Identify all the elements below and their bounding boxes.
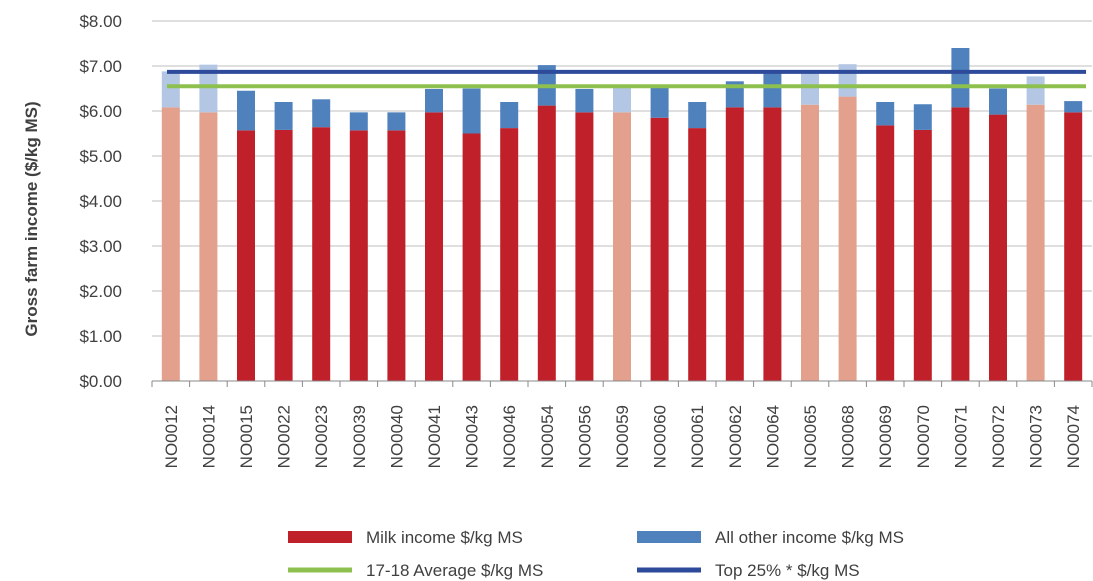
bar-other-income <box>1064 101 1083 113</box>
category-label: NO0061 <box>688 405 707 468</box>
y-tick-label: $5.00 <box>79 147 122 166</box>
category-label: NO0062 <box>726 405 745 468</box>
bar-other-income <box>688 102 707 129</box>
category-label: NO0056 <box>575 405 594 468</box>
bar-other-income <box>989 88 1007 115</box>
category-label: NO0064 <box>763 405 782 468</box>
bar-milk-income <box>161 107 180 382</box>
category-label: NO0072 <box>989 405 1008 468</box>
legend: Milk income $/kg MS All other income $/kg… <box>288 528 904 580</box>
y-tick-label: $6.00 <box>79 102 122 121</box>
bar-other-income <box>575 88 594 113</box>
bar-milk-income <box>425 112 443 381</box>
bar-milk-income <box>274 129 293 381</box>
y-tick-labels: $0.00 $1.00 $2.00 $3.00 $4.00 $5.00 $6.00 $7.00… <box>79 12 122 391</box>
category-label: NO0071 <box>951 405 970 468</box>
category-label: NO0074 <box>1064 405 1083 468</box>
category-label: NO0043 <box>463 405 482 468</box>
y-tick-label: $4.00 <box>79 192 122 211</box>
legend-label: Top 25% * $/kg MS <box>715 561 860 580</box>
bar-milk-income <box>575 112 594 381</box>
category-label: NO0073 <box>1027 405 1046 468</box>
bar-milk-income <box>312 127 331 381</box>
category-label: NO0059 <box>613 405 632 468</box>
bar-milk-income <box>537 105 556 381</box>
bar-milk-income <box>801 104 819 381</box>
bar-other-income <box>312 99 331 128</box>
legend-swatch <box>637 531 701 543</box>
y-tick-label: $1.00 <box>79 327 122 346</box>
bar-milk-income <box>387 130 406 381</box>
category-label: NO0046 <box>500 405 519 468</box>
category-label: NO0015 <box>237 405 256 468</box>
bar-other-income <box>237 90 255 131</box>
bar-other-income <box>161 71 180 108</box>
bar-milk-income <box>1064 112 1083 381</box>
bar-other-income <box>876 102 895 126</box>
category-label: NO0068 <box>839 405 858 468</box>
bar-milk-income <box>199 112 218 381</box>
x-axis <box>151 380 1093 387</box>
bar-milk-income <box>951 107 970 382</box>
category-label: NO0069 <box>876 405 895 468</box>
bar-milk-income <box>500 128 519 381</box>
bar-milk-income <box>913 129 932 381</box>
bar-other-income <box>500 102 519 129</box>
category-label: NO0060 <box>651 405 670 468</box>
bar-other-income <box>387 112 406 131</box>
legend-label: 17-18 Average $/kg MS <box>366 561 543 580</box>
category-label: NO0012 <box>162 405 181 468</box>
bar-milk-income <box>613 112 631 381</box>
category-label: NO0014 <box>199 405 218 468</box>
bar-other-income <box>838 64 857 97</box>
category-label: NO0039 <box>350 405 369 468</box>
category-label: NO0040 <box>387 405 406 468</box>
bar-milk-income <box>237 130 255 381</box>
bar-other-income <box>199 64 218 113</box>
bar-other-income <box>349 112 368 131</box>
bar-other-income <box>650 87 669 118</box>
y-tick-label: $2.00 <box>79 282 122 301</box>
bar-milk-income <box>725 107 744 382</box>
category-label: NO0065 <box>801 405 820 468</box>
category-label: NO0070 <box>914 405 933 468</box>
bars <box>161 48 1083 382</box>
bar-milk-income <box>462 133 481 381</box>
y-tick-label: $8.00 <box>79 12 122 31</box>
y-axis-title: Gross farm income ($/kg MS) <box>22 101 41 336</box>
legend-label: All other income $/kg MS <box>715 528 904 547</box>
bar-milk-income <box>650 117 669 381</box>
category-label: NO0023 <box>312 405 331 468</box>
bar-milk-income <box>763 107 782 382</box>
y-tick-label: $0.00 <box>79 372 122 391</box>
reference-lines <box>167 69 1086 89</box>
bar-milk-income <box>989 114 1007 381</box>
bar-milk-income <box>876 125 895 382</box>
legend-label: Milk income $/kg MS <box>366 528 523 547</box>
bar-other-income <box>913 104 932 130</box>
bar-other-income <box>274 102 293 130</box>
y-tick-label: $7.00 <box>79 57 122 76</box>
bar-other-income <box>425 88 443 113</box>
bar-other-income <box>613 85 631 113</box>
bar-milk-income <box>838 96 857 381</box>
category-label: NO0022 <box>275 405 294 468</box>
category-label: NO0054 <box>538 405 557 468</box>
category-labels: NO0012 NO0014 NO0015 NO0022 NO0023 NO0039 NO00… <box>162 405 1083 468</box>
bar-milk-income <box>688 128 707 381</box>
bar-other-income <box>1026 76 1045 105</box>
bar-milk-income <box>1026 104 1045 381</box>
bar-milk-income <box>349 130 368 381</box>
bar-other-income <box>763 70 782 108</box>
bar-other-income <box>462 88 481 134</box>
bar-other-income <box>951 48 970 108</box>
legend-swatch <box>288 531 352 543</box>
category-label: NO0041 <box>425 405 444 468</box>
y-tick-label: $3.00 <box>79 237 122 256</box>
